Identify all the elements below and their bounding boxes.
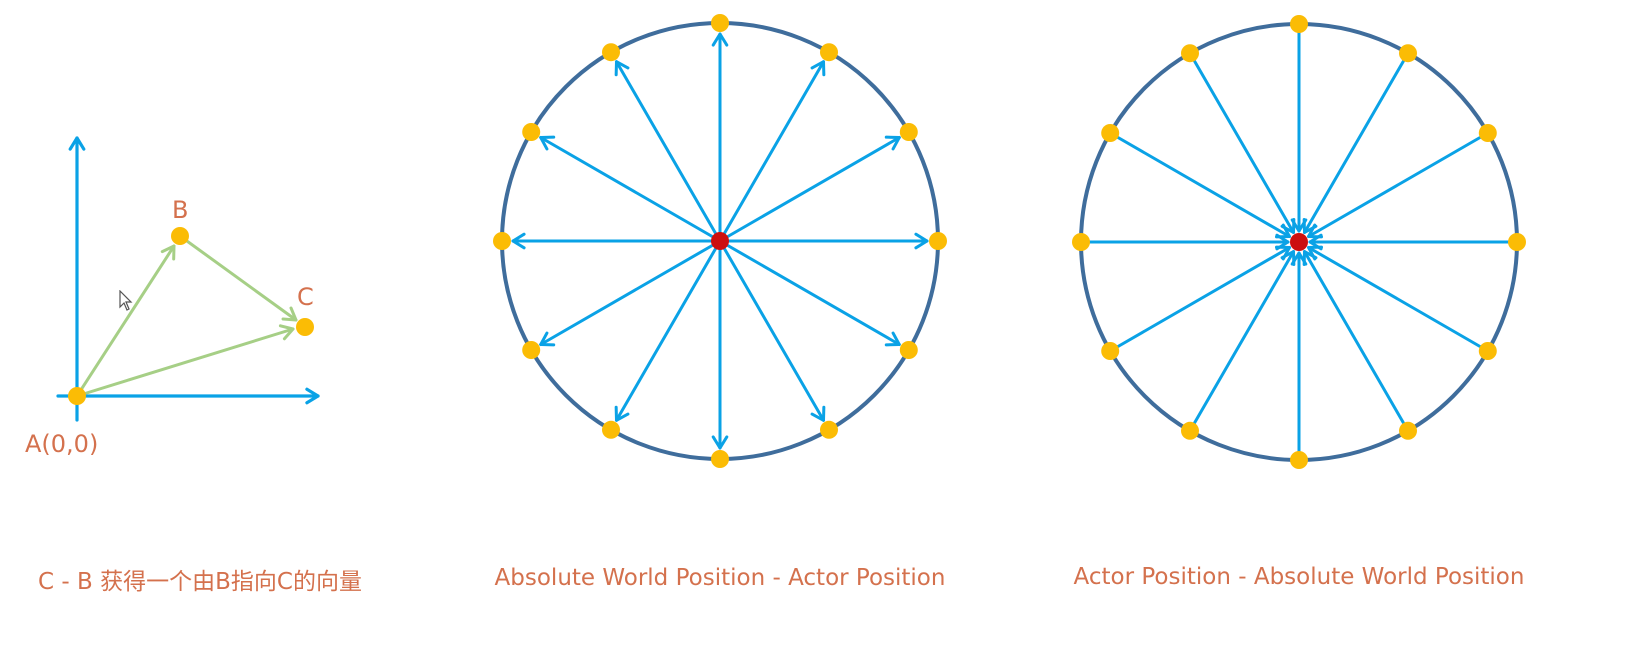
outward-rim-point: [711, 14, 729, 32]
outward-rim-point: [820, 43, 838, 62]
inward-spoke: [1302, 51, 1410, 234]
outward-spoke: [711, 32, 729, 243]
inward-spoke: [1079, 233, 1290, 251]
point-c: [296, 318, 314, 336]
inward-center-point: [1290, 233, 1308, 251]
inward-rim-point: [1478, 124, 1497, 142]
outward-spoke: [718, 60, 826, 243]
inward-rim-point: [1399, 421, 1417, 440]
vector-a-to-b: [75, 244, 176, 398]
point-a: [68, 387, 86, 405]
inward-spoke: [1290, 22, 1308, 233]
outward-center-point: [711, 232, 729, 250]
outward-rim-point: [493, 232, 511, 250]
inward-rim-point: [1290, 15, 1308, 33]
outward-spoke: [718, 232, 929, 250]
outward-spoke: [614, 239, 722, 422]
point-b-label: B: [172, 196, 189, 224]
inward-spoke: [1308, 233, 1519, 251]
inward-rim-point: [1290, 451, 1308, 469]
point-b: [171, 227, 189, 245]
inward-rim-point: [1101, 124, 1120, 142]
x-axis: [56, 387, 320, 405]
inward-spoke: [1307, 131, 1490, 239]
outward-spoke: [711, 239, 729, 450]
outward-spoke: [539, 135, 722, 243]
vector-a-to-c: [75, 324, 295, 398]
outward-spoke: [539, 239, 722, 347]
inward-rim-point: [1181, 44, 1199, 63]
inward-rim-point: [1101, 342, 1120, 360]
outward-rim-point: [602, 43, 620, 62]
inward-spoke: [1290, 251, 1308, 462]
outward-spoke: [614, 60, 722, 243]
outward-rim-point: [602, 420, 620, 439]
inward-circle-caption: Actor Position - Absolute World Position: [1073, 564, 1525, 590]
outward-rim-point: [820, 420, 838, 439]
outward-spoke: [718, 239, 826, 422]
outward-spoke: [718, 135, 901, 243]
inward-spoke: [1302, 250, 1410, 433]
point-a-label: A(0,0): [25, 430, 99, 458]
inward-rim-point: [1508, 233, 1526, 251]
inward-spoke: [1188, 51, 1296, 234]
inward-spoke: [1108, 245, 1291, 353]
outward-circle-caption: Absolute World Position - Actor Position: [494, 565, 946, 591]
outward-rim-point: [522, 341, 541, 359]
outward-rim-point: [929, 232, 947, 250]
inward-spoke: [1188, 250, 1296, 433]
outward-rim-point: [522, 123, 541, 141]
outward-rim-point: [899, 341, 918, 359]
vector-caption: C - B 获得一个由B指向C的向量: [38, 569, 362, 595]
outward-rim-point: [899, 123, 918, 141]
inward-rim-point: [1072, 233, 1090, 251]
outward-spoke: [718, 239, 901, 347]
inward-spoke: [1307, 245, 1490, 353]
mouse-pointer-icon: [119, 290, 133, 311]
point-c-label: C: [297, 283, 314, 311]
inward-spoke: [1108, 131, 1291, 239]
y-axis: [68, 136, 86, 422]
outward-spoke: [511, 232, 722, 250]
inward-rim-point: [1399, 44, 1417, 63]
outward-rim-point: [711, 450, 729, 468]
inward-rim-point: [1181, 421, 1199, 440]
vector-b-to-c: [178, 234, 298, 322]
inward-rim-point: [1478, 342, 1497, 360]
